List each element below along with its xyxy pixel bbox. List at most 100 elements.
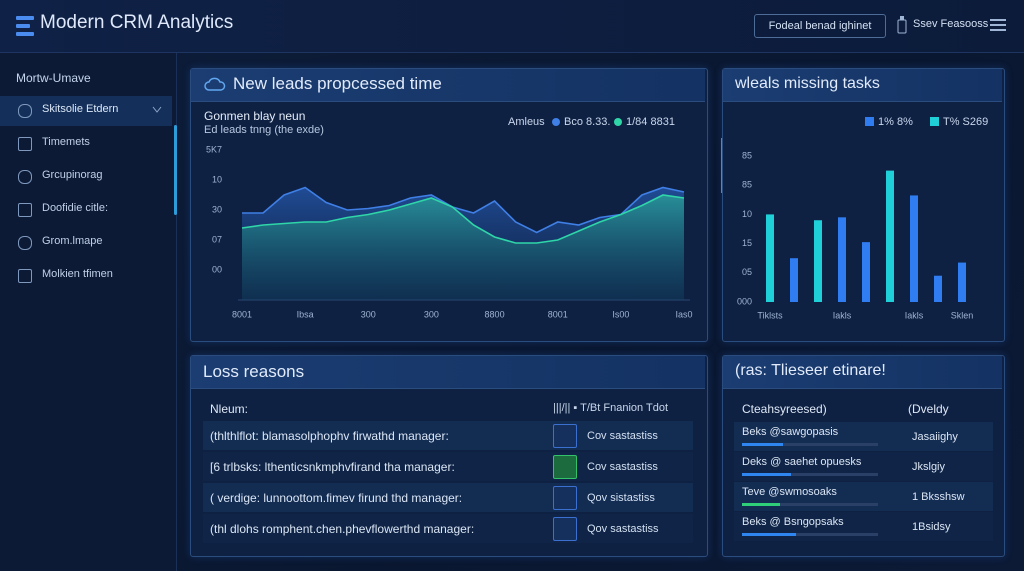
sidebar-item[interactable]: Grcupinorag (42, 169, 103, 181)
bar (886, 170, 894, 302)
active-item-bg (0, 96, 172, 126)
x-tick-label: Iakls (833, 310, 852, 320)
row-name: Beks @sawgopasis (742, 426, 839, 438)
status-text: Qov sastastiss (587, 523, 659, 535)
sidebar-icon (18, 104, 32, 118)
progress-track (742, 473, 878, 476)
table-row (203, 452, 693, 481)
table-row (734, 482, 993, 511)
sidebar-item[interactable]: Skitsolie Etdern (42, 103, 119, 115)
progress-bar (742, 503, 781, 506)
bar (814, 220, 822, 302)
column-header: |||/|| ▪ T/Bt Fnanion Tdot (553, 402, 669, 414)
sidebar-item[interactable]: Timemets (42, 136, 90, 148)
sidebar-item[interactable]: Grom.lmape (42, 235, 103, 247)
progress-bar (742, 533, 797, 536)
app-title: Modern CRM Analytics (40, 12, 234, 33)
sidebar (0, 53, 177, 571)
row-text: (thl dlohs romphent.chen.phevflowerthd m… (210, 522, 475, 536)
row-name: Beks @ Bsngopsaks (742, 516, 844, 528)
y-tick-label: 85 (742, 180, 752, 190)
table-row (203, 483, 693, 512)
header (0, 0, 1024, 53)
row-text: (thlthlflot: blamasolphophv firwathd man… (210, 429, 449, 443)
panel-header (723, 69, 1002, 102)
panel-header (191, 356, 705, 389)
x-tick-label: Is00 (612, 309, 629, 319)
progress-track (742, 533, 878, 536)
legend-swatch (614, 118, 622, 126)
sidebar-icon (18, 170, 32, 184)
x-tick-label: 300 (361, 309, 376, 319)
area-line (241, 194, 685, 244)
area-fill (242, 195, 684, 300)
legend-title: Amleus (508, 116, 545, 128)
y-tick-label: 00 (212, 264, 222, 274)
progress-track (742, 443, 878, 446)
user-name[interactable]: Ssev Feasooss (913, 18, 989, 30)
panel-title: (ras: Tlieseer etinare! (735, 362, 886, 379)
y-tick-label: 30 (212, 204, 222, 214)
row-value: 1Bsidsy (912, 521, 951, 533)
x-tick-label: Sklen (951, 310, 974, 320)
sidebar-icon (18, 203, 32, 217)
y-tick-label: 85 (742, 150, 752, 160)
x-tick-label: Tiklsts (757, 310, 783, 320)
legend-swatch (930, 117, 939, 126)
panel-title: wleals missing tasks (735, 75, 880, 92)
y-tick-label: 10 (212, 174, 222, 184)
sidebar-icon (18, 269, 32, 283)
y-tick-label: 15 (742, 238, 752, 248)
sidebar-heading: Mortw-Umave (16, 71, 91, 85)
x-tick-label: Ibsa (297, 309, 314, 319)
row-value: 1 Bksshsw (912, 491, 965, 503)
row-value: Jkslgiy (912, 461, 946, 473)
cloud-icon (204, 77, 226, 91)
menu-icon[interactable] (990, 18, 1006, 32)
table-row (734, 512, 993, 541)
user-icon (897, 16, 907, 34)
bar (934, 275, 942, 302)
status-text: Cov sastastiss (587, 461, 658, 473)
y-tick-label: 05 (742, 267, 752, 277)
panel-title: Loss reasons (203, 362, 305, 381)
sidebar-item[interactable]: Molkien tfimen (42, 268, 113, 280)
panel-header (191, 69, 705, 102)
x-tick-label: 8001 (232, 309, 252, 319)
progress-track (742, 503, 878, 506)
sidebar-icon (18, 137, 32, 151)
bar (766, 214, 774, 302)
progress-bar (742, 443, 783, 446)
row-text: [6 trlbsks: lthenticsnkmphvfirand tha ma… (210, 460, 455, 474)
header-button[interactable]: Fodeal benad ighinet (754, 14, 886, 38)
sidebar-item[interactable]: Doofidie citle: (42, 202, 109, 214)
column-header: Cteahsyreesed) (742, 402, 827, 416)
x-tick-label: Ias0 (675, 309, 692, 319)
logo (16, 16, 34, 36)
row-value: Jasaiighy (912, 431, 958, 443)
legend-label: T% S269 (943, 116, 988, 128)
panel-caption: Ed leads tnng (the exde) (204, 124, 324, 136)
table-row (203, 421, 693, 450)
bar (838, 217, 846, 302)
table-row (203, 514, 693, 543)
status-text: Cov sastastiss (587, 430, 658, 442)
panel-header (723, 356, 1002, 389)
x-tick-label: 8001 (548, 309, 568, 319)
row-name: Teve @swmosoaks (742, 486, 837, 498)
bar (790, 258, 798, 302)
x-tick-label: Iakls (905, 310, 924, 320)
x-tick-label: 8800 (485, 309, 505, 319)
y-tick-label: 10 (742, 209, 752, 219)
table-row (734, 422, 993, 451)
bar (958, 262, 966, 302)
area-line (242, 186, 685, 234)
status-icon (553, 486, 577, 510)
sidebar-icon (18, 236, 32, 250)
status-icon (553, 517, 577, 541)
status-icon (553, 424, 577, 448)
column-header: Nleum: (210, 402, 249, 416)
row-text: ( verdige: lunnoottom.fimev firund thd m… (210, 491, 463, 505)
